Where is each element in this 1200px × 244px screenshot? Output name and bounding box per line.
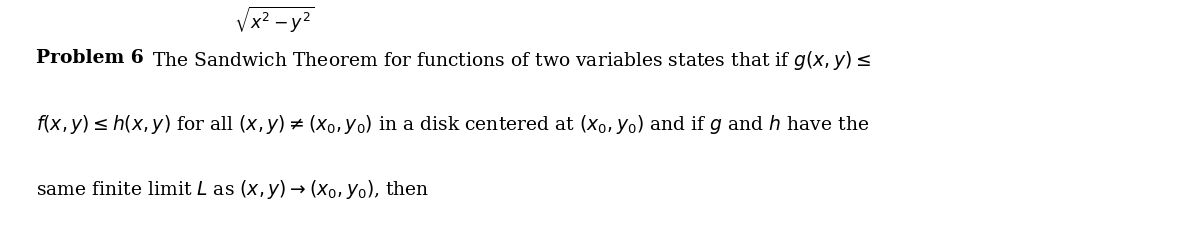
Text: Problem 6: Problem 6	[36, 49, 144, 67]
Text: The Sandwich Theorem for functions of two variables states that if $g(x, y) \leq: The Sandwich Theorem for functions of tw…	[152, 49, 871, 72]
Text: $f(x, y) \leq h(x, y)$ for all $(x, y) \neq (x_0, y_0)$ in a disk centered at $(: $f(x, y) \leq h(x, y)$ for all $(x, y) \…	[36, 113, 869, 136]
Text: same finite limit $L$ as $(x, y) \rightarrow (x_0, y_0)$, then: same finite limit $L$ as $(x, y) \righta…	[36, 178, 430, 201]
Text: $\sqrt{x^2-y^2}$: $\sqrt{x^2-y^2}$	[234, 5, 314, 35]
